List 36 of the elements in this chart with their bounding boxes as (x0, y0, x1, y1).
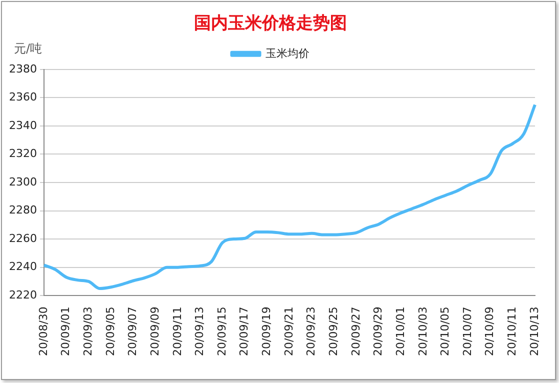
x-tick-label: 20/09/01 (59, 306, 72, 356)
x-tick-label: 20/10/03 (416, 306, 430, 356)
y-tick-label: 2240 (8, 260, 37, 274)
x-tick-label: 20/09/29 (372, 306, 385, 356)
legend-label: 玉米均价 (265, 46, 310, 60)
x-tick-label: 20/09/03 (81, 306, 94, 356)
x-tick-label: 20/10/13 (528, 306, 541, 356)
y-tick-label: 2340 (8, 118, 37, 132)
y-tick-label: 2380 (8, 62, 37, 76)
y-tick-label: 2260 (8, 232, 37, 245)
y-tick-label: 2360 (8, 90, 37, 104)
y-tick-label: 2300 (8, 175, 37, 188)
y-tick-label: 2280 (8, 204, 37, 217)
x-tick-label: 20/09/05 (104, 306, 117, 356)
x-tick-label: 20/09/15 (215, 306, 228, 356)
y-axis-title: 元/吨 (14, 42, 42, 56)
x-tick-label: 20/09/23 (304, 306, 318, 356)
x-tick-label: 20/09/07 (126, 306, 140, 356)
chart-title: 国内玉米价格走势图 (194, 14, 347, 34)
x-tick-label: 20/09/11 (170, 306, 184, 356)
x-tick-label: 20/09/25 (326, 306, 340, 356)
x-tick-label: 20/10/11 (506, 306, 519, 356)
x-tick-label: 20/10/09 (483, 306, 496, 356)
x-tick-label: 20/09/21 (282, 306, 296, 356)
x-tick-label: 20/09/09 (148, 306, 162, 356)
x-tick-label: 20/09/19 (260, 306, 274, 356)
x-tick-label: 20/08/30 (36, 306, 50, 356)
x-tick-label: 20/10/07 (460, 306, 474, 356)
x-tick-label: 20/09/17 (238, 306, 251, 356)
y-tick-label: 2220 (8, 288, 37, 302)
x-tick-label: 20/09/27 (349, 306, 362, 356)
x-tick-label: 20/10/05 (438, 306, 452, 356)
x-tick-label: 20/09/13 (193, 306, 206, 356)
x-tick-label: 20/10/01 (394, 306, 407, 356)
line-series (42, 103, 536, 290)
y-tick-label: 2320 (8, 147, 37, 160)
